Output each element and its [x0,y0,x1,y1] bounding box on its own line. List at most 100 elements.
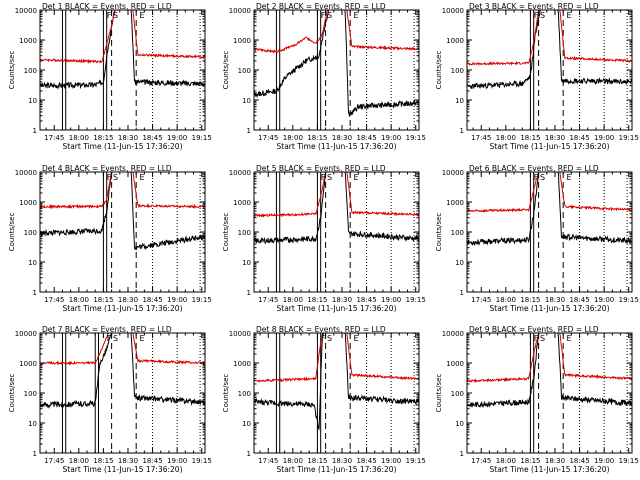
x-tick-label: 18:15 [93,296,113,304]
x-tick-label: 17:45 [44,296,64,304]
x-tick-label: 18:30 [118,457,138,465]
event-annotation: E [139,11,144,20]
x-tick-label: 18:15 [520,457,540,465]
x-tick-label: 18:00 [283,134,303,142]
panel-title: Det 9 BLACK = Events, RED = LLD [469,325,599,334]
x-tick-label: 18:30 [332,457,352,465]
event-annotation: E [353,11,358,20]
y-axis-label: Counts/sec [222,213,230,252]
detector-panel-6: 1 10 100 1000 10000 17:45 18:00 18:15 18:30 18:45… [435,164,639,313]
y-tick-label: 1 [460,450,464,458]
event-annotation: S [113,11,118,20]
y-tick-label: 100 [24,390,37,398]
plot-frame [253,171,420,293]
x-tick-label: 18:30 [118,296,138,304]
x-tick-label: 19:15 [406,134,426,142]
y-tick-label: 10 [242,259,251,267]
x-tick-label: 18:00 [283,457,303,465]
x-tick-label: 18:30 [545,134,565,142]
event-annotation: F [107,334,112,343]
y-tick-label: 1 [33,289,37,297]
x-tick-label: 17:45 [44,134,64,142]
x-tick-label: 18:30 [545,296,565,304]
x-axis-label: Start Time (11-Jun-15 17:36:20) [490,142,610,151]
plot-frame [466,9,633,131]
x-axis-label: Start Time (11-Jun-15 17:36:20) [63,465,183,474]
y-tick-label: 1 [247,450,251,458]
y-tick-label: 1000 [233,37,251,45]
event-annotation: E [139,334,144,343]
x-tick-label: 19:15 [619,296,639,304]
y-axis-label: Counts/sec [8,51,16,90]
event-annotation: E [353,334,358,343]
detector-panel-3: 1 10 100 1000 10000 17:45 18:00 18:15 18:30 18:45… [435,2,639,151]
event-annotation: F [534,334,539,343]
x-tick-label: 19:00 [167,134,187,142]
event-annotation: F [534,173,539,182]
plot-frame [39,171,206,293]
marker-lines [102,172,201,292]
x-tick-label: 18:00 [496,457,516,465]
x-tick-label: 18:15 [93,457,113,465]
y-tick-label: 1000 [233,360,251,368]
y-axis-label: Counts/sec [222,51,230,90]
y-axis-label: Counts/sec [8,213,16,252]
x-tick-label: 18:45 [569,296,589,304]
y-tick-label: 1000 [19,37,37,45]
x-tick-label: 17:45 [471,296,491,304]
marker-lines [275,333,415,453]
plot-frame [466,171,633,293]
x-tick-label: 18:15 [307,457,327,465]
y-tick-label: 100 [238,390,251,398]
x-tick-label: 19:15 [619,134,639,142]
x-axis-label: Start Time (11-Jun-15 17:36:20) [277,304,397,313]
y-tick-label: 100 [238,67,251,75]
y-tick-label: 10 [455,259,464,267]
y-tick-label: 10 [242,97,251,105]
event-annotation: S [113,173,118,182]
y-axis-label: Counts/sec [8,374,16,413]
x-axis-label: Start Time (11-Jun-15 17:36:20) [63,304,183,313]
x-tick-label: 18:00 [69,134,89,142]
y-tick-label: 10000 [15,169,37,177]
panel-title: Det 5 BLACK = Events, RED = LLD [256,164,386,173]
lld-series-line [40,10,205,64]
y-tick-label: 10000 [442,330,464,338]
y-tick-label: 10000 [229,7,251,15]
x-tick-label: 18:30 [118,134,138,142]
x-tick-label: 18:45 [356,134,376,142]
x-tick-label: 19:00 [594,296,614,304]
event-annotation: S [327,173,332,182]
plot-frame [253,9,420,131]
x-tick-label: 18:15 [520,134,540,142]
y-tick-label: 1 [460,127,464,135]
detector-panel-1: 1 10 100 1000 10000 17:45 18:00 18:15 18:30 18:45… [8,2,212,151]
events-series-line [254,172,419,245]
panel-title: Det 6 BLACK = Events, RED = LLD [469,164,599,173]
event-annotation: F [534,11,539,20]
y-tick-label: 10000 [442,169,464,177]
event-annotation: F [321,334,326,343]
x-tick-label: 19:00 [381,457,401,465]
x-tick-label: 18:45 [356,296,376,304]
x-axis-label: Start Time (11-Jun-15 17:36:20) [277,465,397,474]
y-tick-label: 10000 [15,330,37,338]
y-tick-label: 10 [455,420,464,428]
panel-title: Det 3 BLACK = Events, RED = LLD [469,2,599,11]
plot-frame [253,332,420,454]
y-tick-label: 10 [28,420,37,428]
panel-title: Det 2 BLACK = Events, RED = LLD [256,2,386,11]
x-tick-label: 19:00 [381,296,401,304]
y-tick-label: 1 [33,127,37,135]
x-tick-label: 17:45 [471,457,491,465]
x-tick-label: 19:15 [406,457,426,465]
event-annotation: S [540,173,545,182]
x-tick-label: 18:15 [307,134,327,142]
x-tick-label: 19:00 [381,134,401,142]
y-tick-label: 10000 [442,7,464,15]
x-tick-label: 17:45 [258,134,278,142]
marker-lines [529,10,628,130]
lld-series-line [467,172,632,214]
event-annotation: E [353,173,358,182]
